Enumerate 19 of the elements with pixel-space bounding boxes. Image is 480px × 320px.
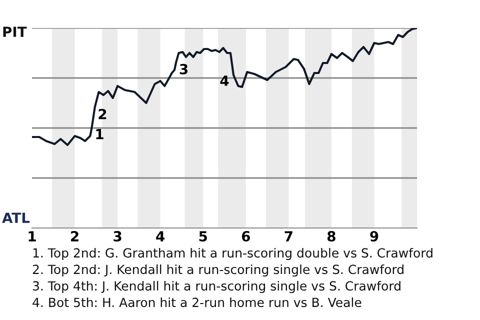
x-tick-label: 6 xyxy=(242,231,250,242)
annotation: 4 xyxy=(220,76,229,86)
x-tick-label: 5 xyxy=(199,231,207,242)
x-tick-label: 2 xyxy=(71,231,78,242)
text: ATL xyxy=(2,212,30,223)
x-tick-label: 9 xyxy=(370,231,378,242)
text: 1. Top 2nd: G. Grantham hit a run-scoring double vs S. Crawford xyxy=(33,248,432,260)
text: 4. Bot 5th: H. Aaron hit a 2-run home run vs B. Veale xyxy=(32,297,362,308)
x-tick-label: 8 xyxy=(327,231,336,242)
text: PIT xyxy=(3,26,27,37)
annotation: 1 xyxy=(96,129,104,140)
x-tick-label: 3 xyxy=(114,231,122,242)
annotation: 2 xyxy=(98,108,106,120)
x-tick-label: 1 xyxy=(28,231,36,242)
annotation: 3 xyxy=(180,64,188,74)
x-tick-label: 7 xyxy=(284,231,292,242)
text: 2. Top 2nd: J. Kendall hit a run-scoring single vs S. Crawford xyxy=(32,264,404,277)
text: 3. Top 4th: J. Kendall hit a run-scoring single vs S. Crawford xyxy=(32,280,400,294)
x-tick-label: 4 xyxy=(156,231,165,242)
